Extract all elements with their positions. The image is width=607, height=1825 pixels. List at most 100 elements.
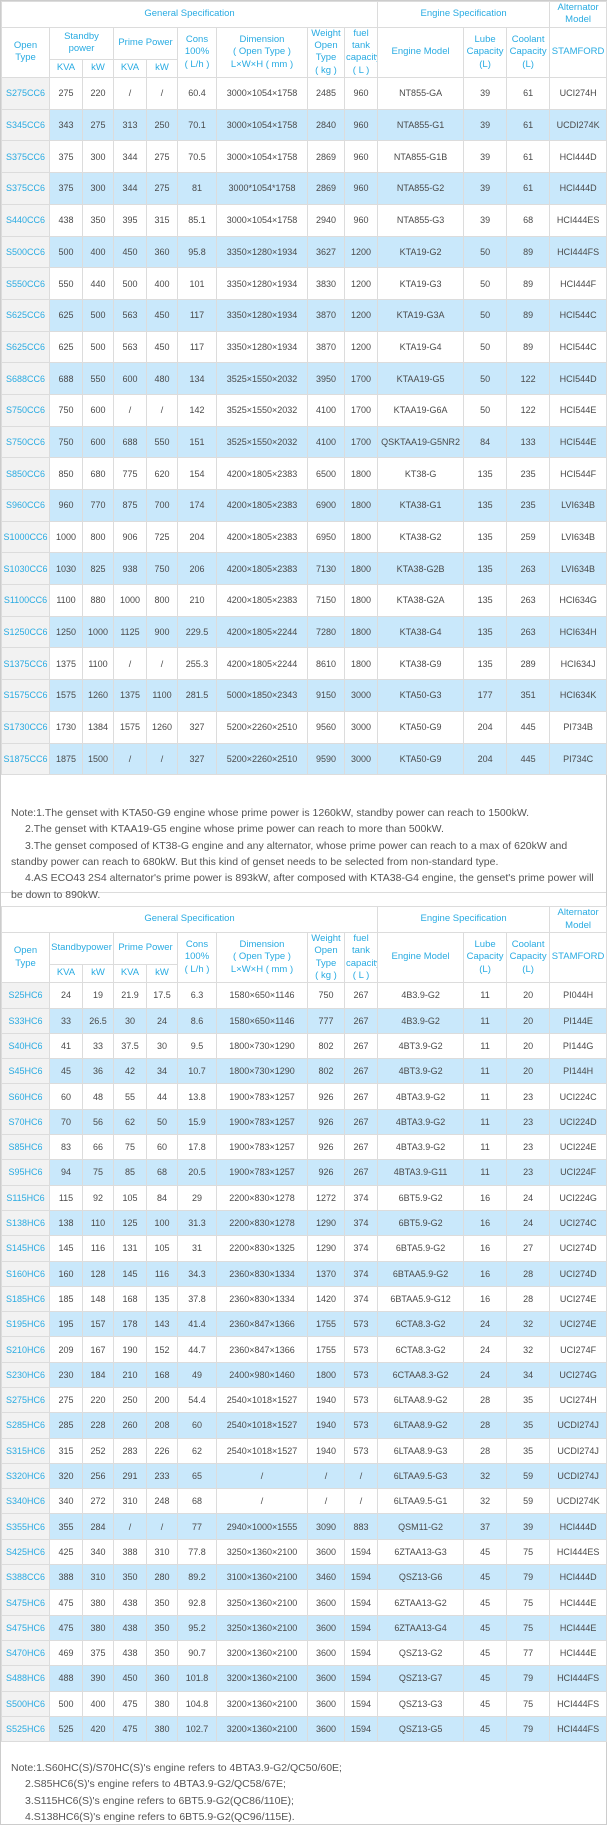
model-link[interactable]: S145HC6 (1, 1235, 50, 1262)
model-link[interactable]: S688CC6 (1, 362, 50, 395)
model-link[interactable]: S275CC6 (1, 77, 50, 110)
model-link[interactable]: S750CC6 (1, 393, 50, 427)
model-link[interactable]: S33HC6 (1, 1007, 50, 1034)
cell-engine-model: NTA855-G2 (377, 172, 465, 205)
model-link[interactable]: S285HC6 (1, 1412, 50, 1439)
model-link[interactable]: S95HC6 (1, 1159, 50, 1186)
cell-fuel-capacity: 1594 (343, 1589, 379, 1616)
model-link[interactable]: S375CC6 (1, 140, 50, 174)
cell-prime-kw: / (146, 647, 178, 681)
cell-dimension: / (216, 1462, 308, 1490)
model-link[interactable]: S315HC6 (1, 1437, 50, 1464)
table-row: S25HC6 24 19 21.9 17.5 6.3 1580×650×1146 750 267… (1, 982, 607, 1009)
model-link[interactable]: S1730CC6 (1, 710, 50, 744)
model-link[interactable]: S185HC6 (1, 1285, 50, 1313)
cell-prime-kva: 688 (113, 425, 147, 459)
model-link[interactable]: S850CC6 (1, 457, 50, 490)
cell-engine-model: KT38-G (377, 457, 465, 490)
cell-lube-capacity: 204 (463, 710, 508, 744)
cell-prime-kva: 1125 (113, 615, 147, 649)
table-row: S500CC6 500 400 450 360 95.8 3350×1280×1934 362… (1, 235, 607, 269)
model-link[interactable]: S1100CC6 (1, 584, 50, 617)
model-link[interactable]: S160HC6 (1, 1260, 50, 1287)
model-link[interactable]: S1575CC6 (1, 679, 50, 712)
cell-weight: 1755 (307, 1311, 345, 1338)
cell-prime-kw: 60 (146, 1134, 178, 1161)
cell-coolant-capacity: 89 (506, 235, 551, 269)
cell-fuel-capacity: 1700 (343, 425, 379, 459)
cell-standby-kva: 1100 (49, 584, 83, 617)
cell-standby-kw: 26.5 (82, 1007, 114, 1034)
model-link[interactable]: S320HC6 (1, 1462, 50, 1490)
cell-weight: 1940 (307, 1412, 345, 1439)
cell-alternator-model: HCI544F (549, 457, 607, 490)
model-link[interactable]: S375CC6 (1, 172, 50, 205)
cell-coolant-capacity: 77 (506, 1639, 551, 1667)
cell-standby-kw: 300 (82, 172, 114, 205)
model-link[interactable]: S85HC6 (1, 1134, 50, 1161)
table-row: S625CC6 625 500 563 450 117 3350×1280×1934 3870… (1, 298, 607, 332)
model-link[interactable]: S230HC6 (1, 1361, 50, 1389)
model-link[interactable]: S115HC6 (1, 1184, 50, 1211)
header-dimension: Dimension ( Open Type ) L×W×H ( mm ) (216, 26, 308, 79)
model-link[interactable]: S625CC6 (1, 298, 50, 332)
cell-engine-model: QSZ13-G6 (377, 1564, 465, 1591)
model-link[interactable]: S475HC6 (1, 1589, 50, 1616)
cell-prime-kw: 1260 (146, 710, 178, 744)
cell-prime-kva: 1375 (113, 679, 147, 712)
model-link[interactable]: S40HC6 (1, 1032, 50, 1060)
model-link[interactable]: S750CC6 (1, 425, 50, 459)
model-link[interactable]: S210HC6 (1, 1336, 50, 1363)
model-link[interactable]: S550CC6 (1, 267, 50, 300)
model-link[interactable]: S195HC6 (1, 1311, 50, 1338)
cell-prime-kw: 208 (146, 1412, 178, 1439)
model-link[interactable]: S500HC6 (1, 1690, 50, 1717)
cell-engine-model: 4B3.9-G2 (377, 1007, 465, 1034)
model-link[interactable]: S45HC6 (1, 1058, 50, 1085)
model-link[interactable]: S440CC6 (1, 203, 50, 237)
model-link[interactable]: S470HC6 (1, 1639, 50, 1667)
model-link[interactable]: S425HC6 (1, 1538, 50, 1566)
model-link[interactable]: S25HC6 (1, 982, 50, 1009)
cell-dimension: 4200×1805×2383 (216, 552, 308, 586)
cell-lube-capacity: 39 (463, 172, 508, 205)
model-link[interactable]: S475HC6 (1, 1614, 50, 1641)
cell-fuel-capacity: 1200 (343, 298, 379, 332)
cell-standby-kva: 230 (49, 1361, 83, 1389)
cell-standby-kw: 66 (82, 1134, 114, 1161)
model-link[interactable]: S1030CC6 (1, 552, 50, 586)
model-link[interactable]: S1375CC6 (1, 647, 50, 681)
model-link[interactable]: S138HC6 (1, 1209, 50, 1237)
model-link[interactable]: S525HC6 (1, 1715, 50, 1743)
cell-standby-kw: 500 (82, 298, 114, 332)
model-link[interactable]: S345CC6 (1, 108, 50, 142)
model-link[interactable]: S355HC6 (1, 1513, 50, 1540)
model-link[interactable]: S1000CC6 (1, 520, 50, 554)
note-line: 4.AS ECO43 2S4 alternator's prime power … (11, 872, 594, 901)
cell-standby-kva: 1250 (49, 615, 83, 649)
model-link[interactable]: S1250CC6 (1, 615, 50, 649)
model-link[interactable]: S70HC6 (1, 1108, 50, 1136)
model-link[interactable]: S275HC6 (1, 1386, 50, 1414)
cell-standby-kva: 41 (49, 1032, 83, 1060)
cell-prime-kw: 68 (146, 1159, 178, 1186)
model-link[interactable]: S500CC6 (1, 235, 50, 269)
model-link[interactable]: S488HC6 (1, 1665, 50, 1692)
cell-fuel-capacity: 1594 (343, 1614, 379, 1641)
note-line: 3.The genset composed of KT38-G engine a… (11, 839, 568, 869)
model-link[interactable]: S340HC6 (1, 1488, 50, 1515)
model-link[interactable]: S1875CC6 (1, 742, 50, 776)
cell-alternator-model: PI144E (549, 1007, 607, 1034)
model-link[interactable]: S960CC6 (1, 489, 50, 522)
table-row: S320HC6 320 256 291 233 65///6LTAA9.5-G3 32 59 U… (1, 1462, 607, 1490)
table-row: S40HC6 41 33 37.5 30 9.5 1800×730×1290 802 267 4B… (1, 1032, 607, 1060)
cell-dimension: 4200×1805×2383 (216, 584, 308, 617)
cell-dimension: 3525×1550×2032 (216, 362, 308, 395)
cell-cons-100: 70.5 (177, 140, 217, 174)
cell-coolant-capacity: 75 (506, 1690, 551, 1717)
cell-prime-kva: 131 (113, 1235, 147, 1262)
model-link[interactable]: S625CC6 (1, 330, 50, 364)
model-link[interactable]: S60HC6 (1, 1083, 50, 1110)
cell-cons-100: 206 (177, 552, 217, 586)
model-link[interactable]: S388CC6 (1, 1564, 50, 1591)
